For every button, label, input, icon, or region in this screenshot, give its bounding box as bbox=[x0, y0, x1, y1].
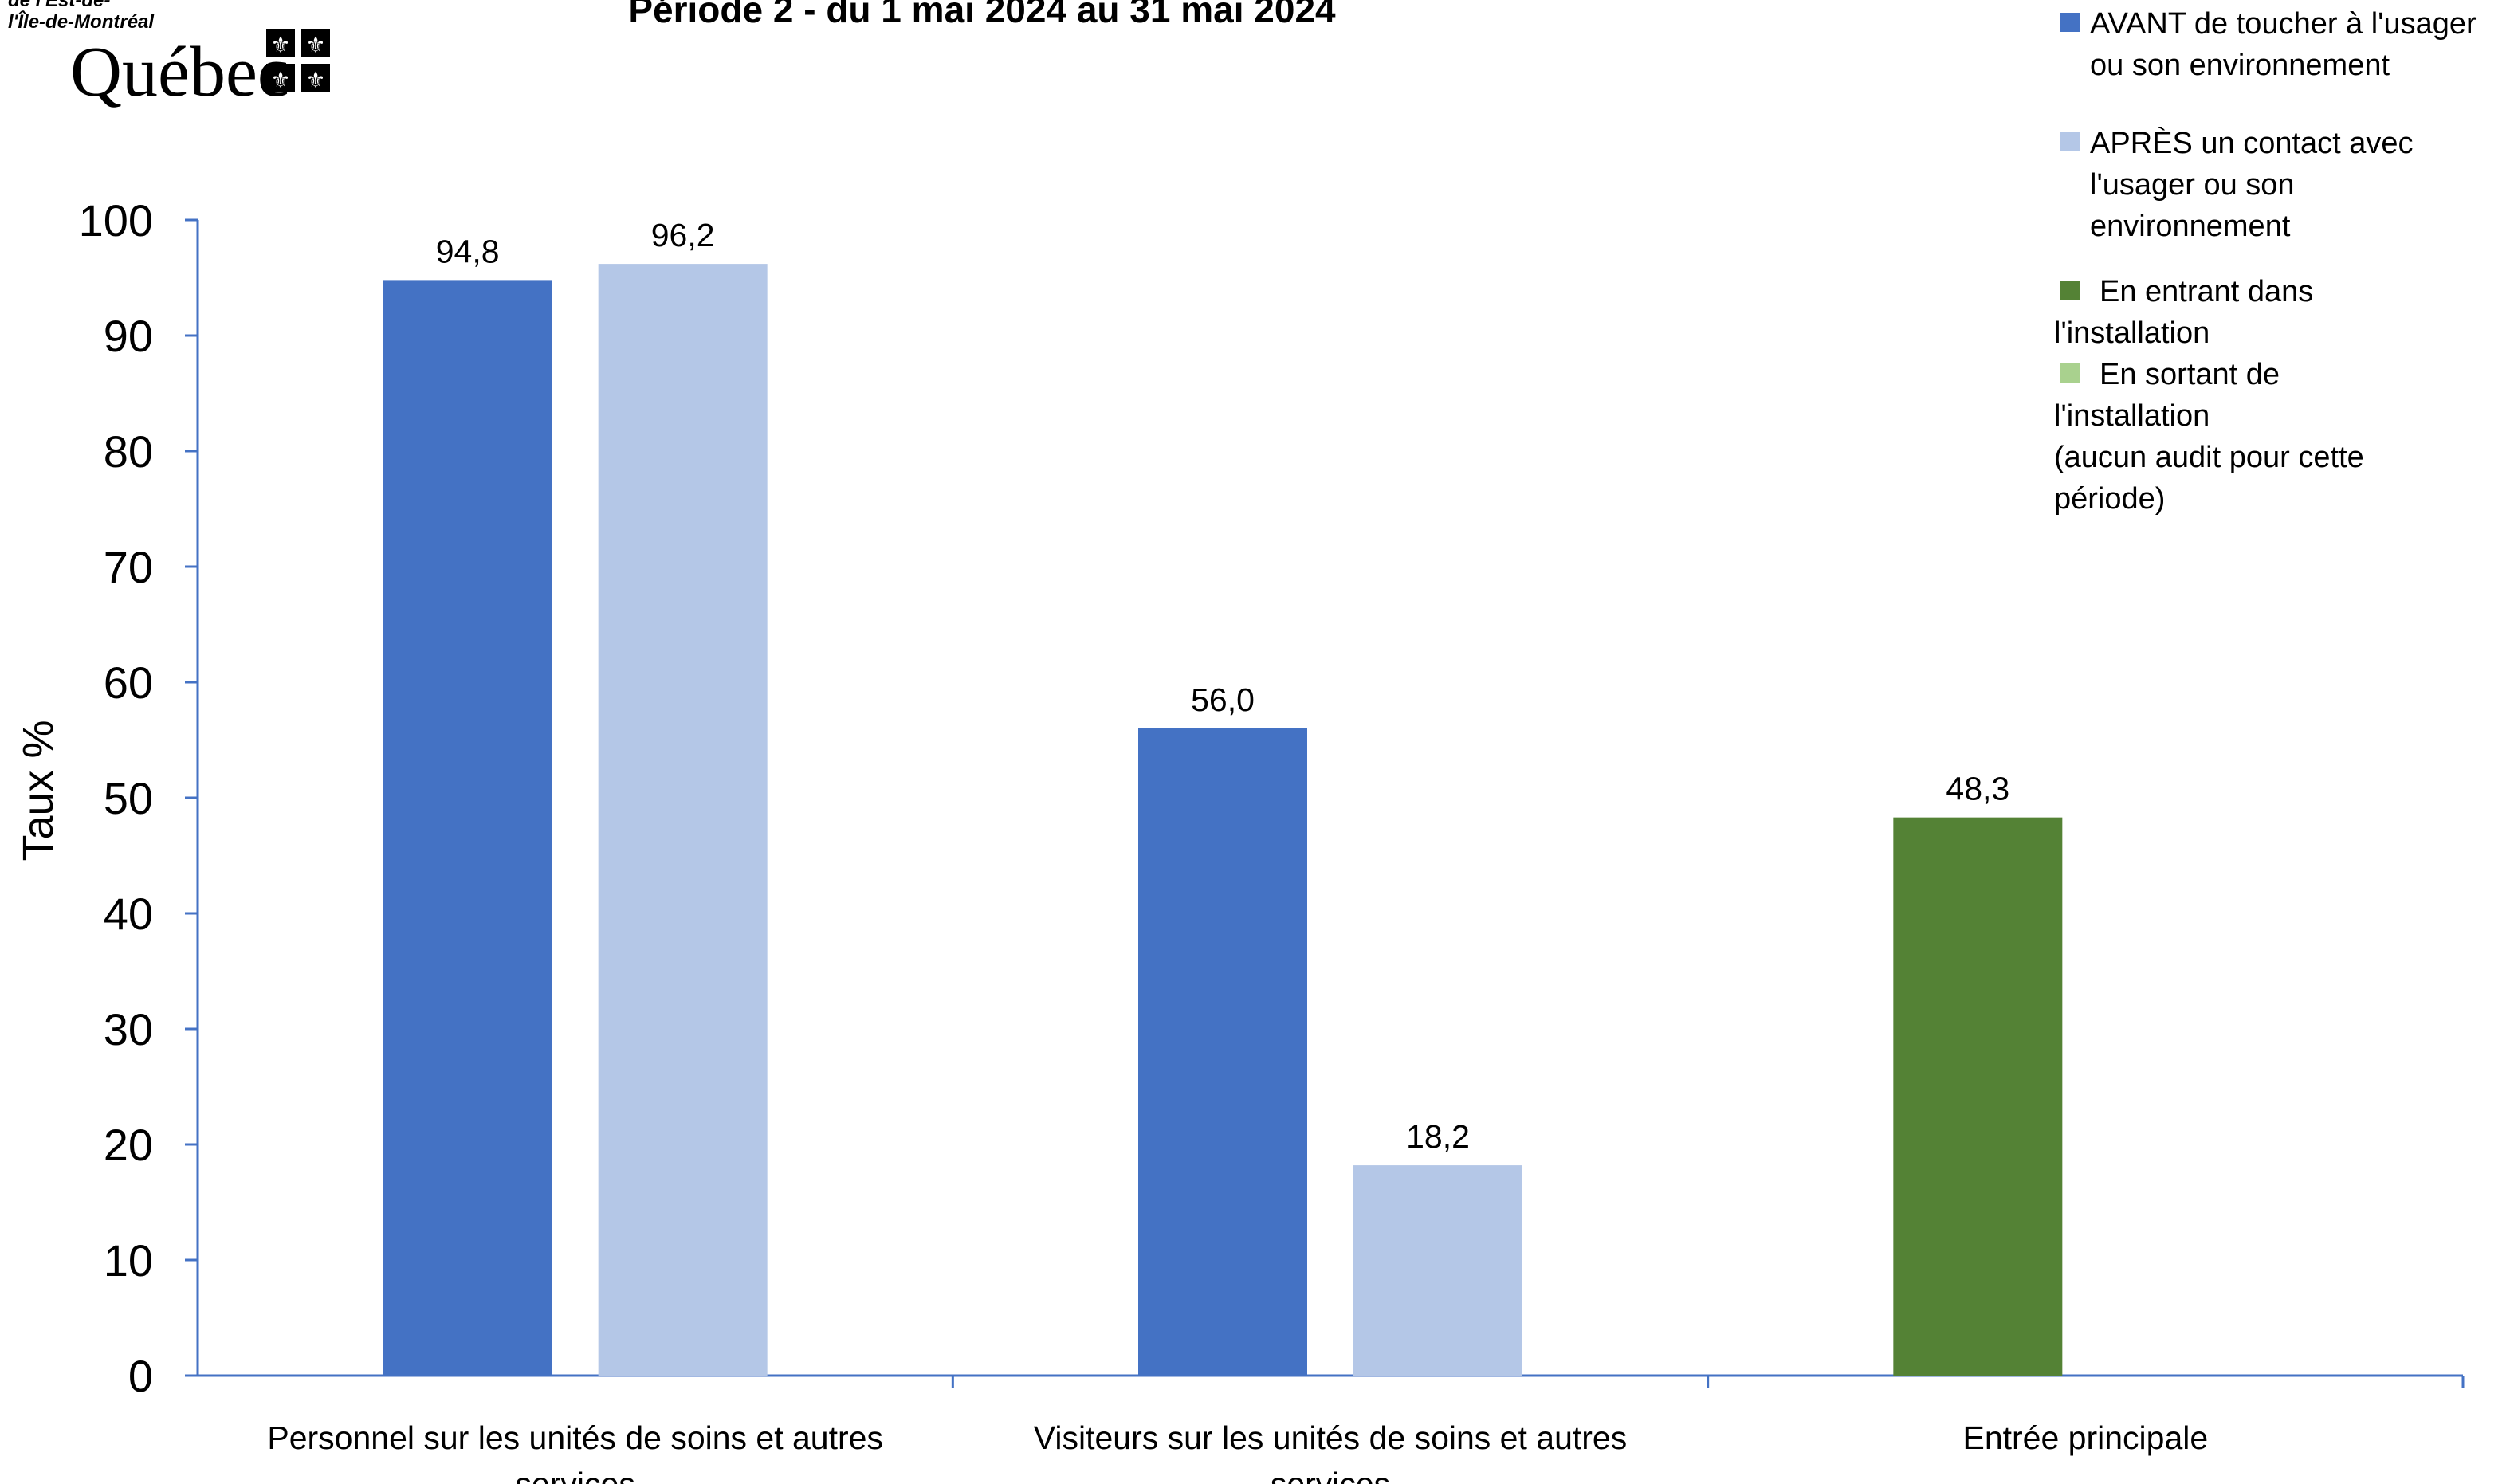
logo-wordmark: Québec bbox=[70, 33, 289, 112]
legend-label-line: (aucun audit pour cette bbox=[2054, 441, 2364, 474]
y-tick-label: 10 bbox=[104, 1235, 153, 1286]
data-label: 18,2 bbox=[1406, 1118, 1470, 1155]
y-axis-title: Taux % bbox=[14, 720, 62, 861]
svg-text:⚜: ⚜ bbox=[305, 32, 325, 58]
legend-label-line: En sortant de bbox=[2100, 358, 2280, 391]
bar bbox=[1353, 1165, 1522, 1376]
y-tick-label: 90 bbox=[104, 311, 153, 361]
y-tick-label: 100 bbox=[79, 195, 153, 245]
legend-label-line: l'usager ou son bbox=[2090, 168, 2295, 202]
legend-label-line: environnement bbox=[2090, 210, 2291, 243]
y-tick-label: 20 bbox=[104, 1120, 153, 1170]
category-label-line: services bbox=[515, 1466, 634, 1484]
data-label: 94,8 bbox=[436, 233, 500, 269]
legend-swatch bbox=[2060, 132, 2080, 151]
bar bbox=[383, 280, 552, 1376]
svg-text:⚜: ⚜ bbox=[305, 67, 325, 93]
legend-item: En sortant de l'installation (aucun audit … bbox=[2054, 358, 2364, 516]
data-labels: 94,8 96,2 56,0 18,2 48,3 bbox=[436, 217, 2009, 1155]
legend-label: APRÈS un contact avec l'usager ou son envi… bbox=[2090, 126, 2414, 243]
legend-swatch bbox=[2060, 13, 2080, 32]
legend-label-line: l'installation bbox=[2054, 399, 2210, 433]
category-label: Personnel sur les unités de soins et aut… bbox=[267, 1419, 883, 1484]
legend-label-line: ou son environnement bbox=[2090, 49, 2390, 82]
category-label-line: Entrée principale bbox=[1962, 1419, 2208, 1456]
bar bbox=[598, 264, 768, 1376]
data-label: 96,2 bbox=[651, 217, 715, 253]
data-label: 56,0 bbox=[1191, 681, 1255, 718]
bar bbox=[1893, 817, 2063, 1376]
chart-title: Période 2 - du 1 mai 2024 au 31 mai 2024 bbox=[628, 0, 1336, 30]
legend: AVANT de toucher à l'usager ou son enviro… bbox=[2054, 7, 2477, 516]
legend-label: AVANT de toucher à l'usager ou son enviro… bbox=[2090, 7, 2477, 82]
y-tick-label: 40 bbox=[104, 889, 153, 939]
y-tick-label: 50 bbox=[104, 773, 153, 823]
legend-swatch bbox=[2060, 363, 2080, 383]
legend-label: En entrant dans l'installation bbox=[2054, 275, 2313, 350]
legend-label: En sortant de l'installation (aucun audit … bbox=[2054, 358, 2364, 516]
category-label-line: Visiteurs sur les unités de soins et aut… bbox=[1034, 1419, 1627, 1456]
y-tick-label: 0 bbox=[128, 1351, 153, 1401]
legend-label-line: AVANT de toucher à l'usager bbox=[2090, 7, 2477, 41]
bars bbox=[383, 264, 2063, 1376]
legend-item: En entrant dans l'installation bbox=[2054, 275, 2313, 350]
y-tick-label: 70 bbox=[104, 542, 153, 592]
category-label-line: services bbox=[1271, 1466, 1390, 1484]
y-tick-label: 80 bbox=[104, 426, 153, 477]
y-tick-label: 30 bbox=[104, 1004, 153, 1054]
axes: 0 10 20 30 40 50 60 70 80 90 100 bbox=[79, 195, 2465, 1401]
logo: de l'Est-de- l'Île-de-Montréal Québec ⚜ … bbox=[8, 0, 330, 112]
data-label: 48,3 bbox=[1946, 771, 2009, 807]
legend-swatch bbox=[2060, 281, 2080, 300]
legend-label-line: APRÈS un contact avec bbox=[2090, 126, 2414, 160]
category-label-line: Personnel sur les unités de soins et aut… bbox=[267, 1419, 883, 1456]
legend-item: AVANT de toucher à l'usager ou son enviro… bbox=[2060, 7, 2477, 82]
legend-label-line: En entrant dans bbox=[2100, 275, 2313, 308]
y-tick-label: 60 bbox=[104, 658, 153, 708]
svg-text:⚜: ⚜ bbox=[270, 67, 290, 93]
category-label: Visiteurs sur les unités de soins et aut… bbox=[1034, 1419, 1627, 1484]
legend-label-line: période) bbox=[2054, 482, 2165, 516]
svg-text:⚜: ⚜ bbox=[270, 32, 290, 58]
category-label: Entrée principale bbox=[1962, 1419, 2208, 1456]
fleur-de-lis-flag-icon: ⚜ ⚜ ⚜ ⚜ bbox=[266, 29, 330, 93]
legend-label-line: l'installation bbox=[2054, 316, 2210, 350]
legend-item: APRÈS un contact avec l'usager ou son envi… bbox=[2060, 126, 2414, 243]
bar bbox=[1138, 728, 1307, 1376]
category-labels: Personnel sur les unités de soins et aut… bbox=[267, 1419, 2208, 1484]
logo-org-line2: l'Île-de-Montréal bbox=[8, 10, 155, 33]
logo-org-line1: de l'Est-de- bbox=[8, 0, 110, 11]
